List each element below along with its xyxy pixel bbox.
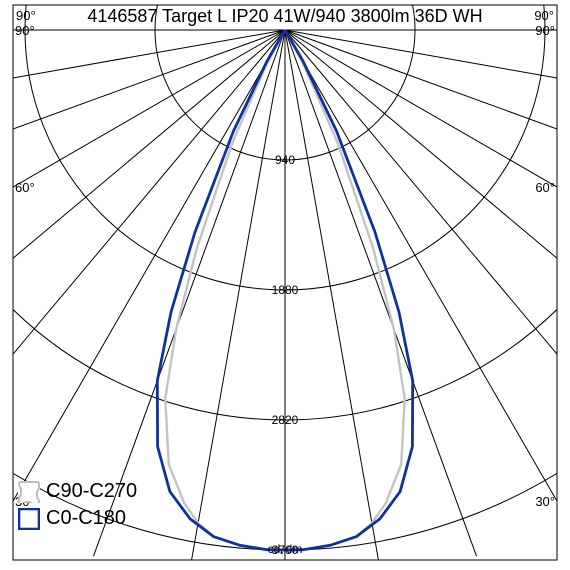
svg-text:1880: 1880 (272, 283, 299, 297)
chart-legend: C90-C270 C0-C180 (18, 476, 137, 530)
chart-title: 4146587 Target L IP20 41W/940 3800lm 36D… (0, 6, 570, 27)
polar-chart-container: 4146587 Target L IP20 41W/940 3800lm 36D… (0, 0, 570, 570)
svg-text:2820: 2820 (272, 413, 299, 427)
svg-text:940: 940 (275, 153, 295, 167)
legend-row-c0-c180: C0-C180 (18, 507, 137, 530)
unit-label: cd,klm (0, 542, 570, 556)
legend-label-c0-c180: C0-C180 (46, 507, 126, 530)
svg-text:30°: 30° (535, 494, 555, 509)
svg-text:60°: 60° (535, 180, 555, 195)
legend-label-c90-c270: C90-C270 (46, 480, 137, 503)
svg-text:60°: 60° (15, 180, 35, 195)
legend-swatch-c90-c270 (18, 481, 40, 503)
legend-row-c90-c270: C90-C270 (18, 480, 137, 503)
legend-swatch-c0-c180 (18, 508, 40, 530)
